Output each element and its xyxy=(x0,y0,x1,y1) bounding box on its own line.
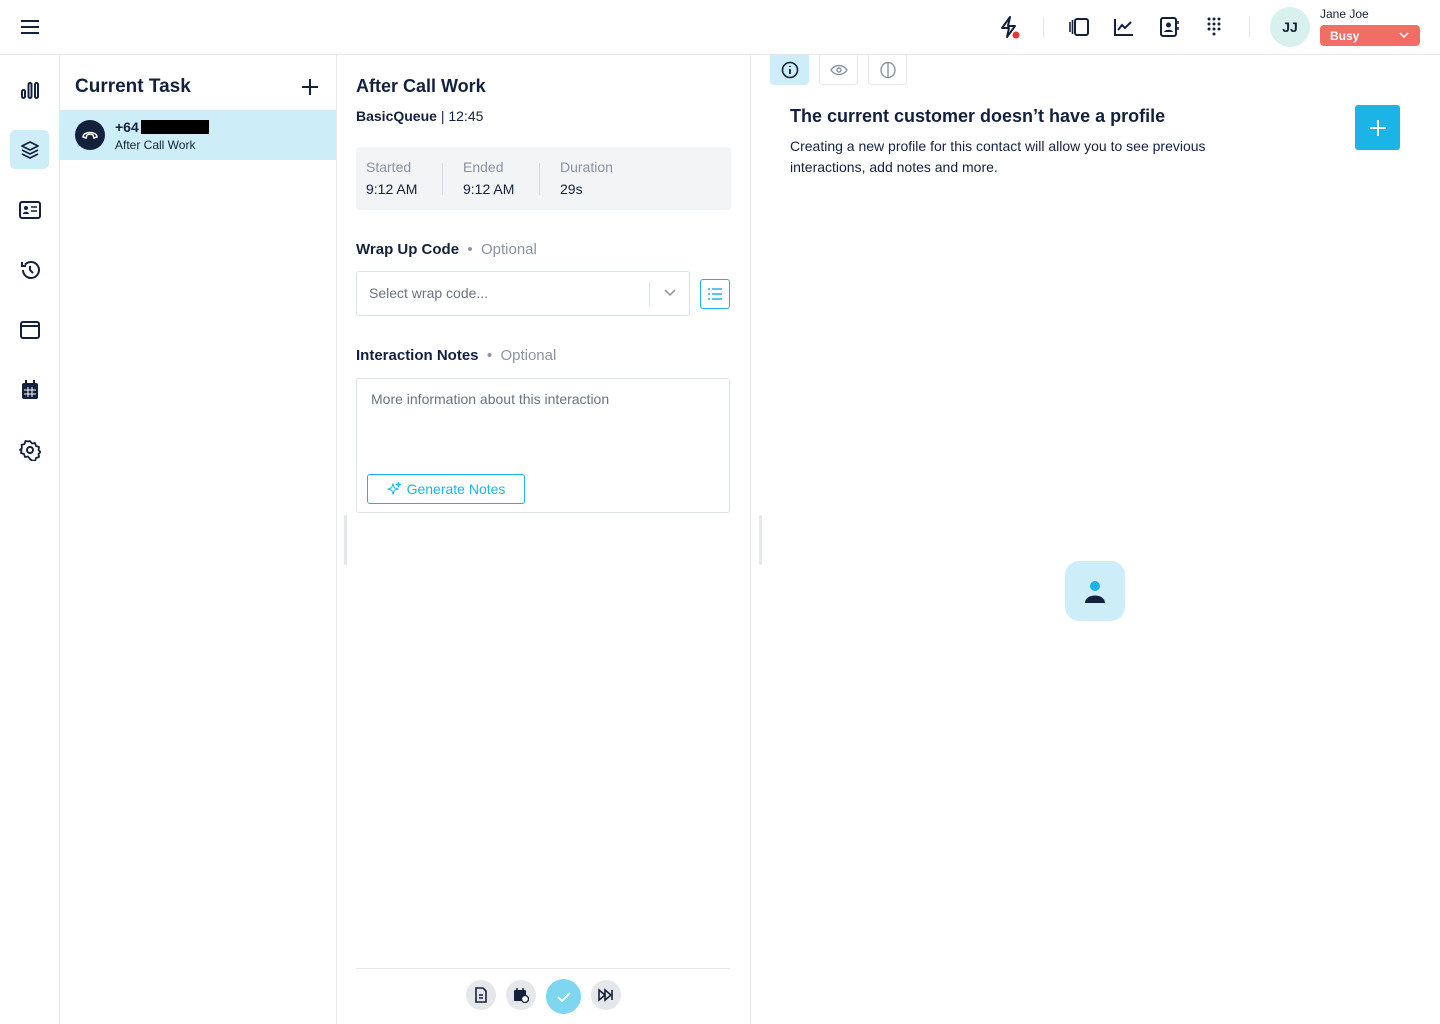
stat-value: 9:12 AM xyxy=(463,181,515,197)
status-dropdown[interactable]: Busy xyxy=(1320,25,1420,46)
complete-button[interactable] xyxy=(546,979,581,1014)
task-item[interactable]: +64 After Call Work xyxy=(60,110,336,160)
wrap-code-select[interactable]: Select wrap code... xyxy=(356,271,690,316)
task-status: After Call Work xyxy=(115,138,196,152)
wrap-code-placeholder: Select wrap code... xyxy=(369,285,489,301)
task-number: +64 xyxy=(115,119,139,135)
list-icon xyxy=(708,288,722,300)
calendar-clock-icon xyxy=(514,988,529,1003)
notes-placeholder: More information about this interaction xyxy=(371,391,610,407)
stat-label: Ended xyxy=(463,159,504,175)
acw-title: After Call Work xyxy=(356,76,486,96)
fast-forward-icon xyxy=(598,988,613,1002)
wrap-code-list-button[interactable] xyxy=(700,279,730,309)
nav-rail xyxy=(0,55,60,1024)
settings-icon[interactable] xyxy=(10,430,49,469)
notes-label: Interaction Notes xyxy=(356,347,479,364)
chevron-down-icon xyxy=(663,288,677,298)
stat-label: Duration xyxy=(560,159,613,175)
plus-icon xyxy=(1369,119,1386,136)
redaction xyxy=(140,120,209,134)
stats-icon[interactable] xyxy=(10,70,49,109)
profile-panel: The current customer doesn’t have a prof… xyxy=(751,55,1440,1024)
create-profile-button[interactable] xyxy=(1355,105,1400,150)
user-name: Jane Joe xyxy=(1320,7,1369,21)
optional-label: Optional xyxy=(500,347,557,364)
dialpad-icon[interactable] xyxy=(1201,14,1227,40)
optional-label: Optional xyxy=(480,241,537,258)
browser-icon[interactable] xyxy=(10,310,49,349)
queue-time: 12:45 xyxy=(448,108,484,124)
lightning-icon[interactable] xyxy=(996,14,1022,40)
tab-view[interactable] xyxy=(819,55,858,85)
top-bar: JJ Jane Joe Busy xyxy=(0,0,1440,55)
generate-notes-button[interactable]: Generate Notes xyxy=(367,474,525,504)
queue-name: BasicQueue xyxy=(356,108,437,124)
panel-title: Current Task xyxy=(75,76,191,97)
contact-card-icon[interactable] xyxy=(10,190,49,229)
eye-icon xyxy=(829,64,848,75)
call-stats: Started 9:12 AM Ended 9:12 AM Duration 29s xyxy=(356,147,731,210)
history-icon[interactable] xyxy=(10,250,49,289)
hangup-phone-icon xyxy=(75,120,105,150)
sparkle-icon xyxy=(386,482,401,496)
status-label: Busy xyxy=(1330,29,1360,43)
resize-handle[interactable] xyxy=(344,515,347,565)
person-placeholder-icon xyxy=(1065,561,1125,621)
check-icon xyxy=(556,991,571,1002)
avatar[interactable]: JJ xyxy=(1270,7,1310,47)
menu-icon[interactable] xyxy=(17,14,43,40)
contact-book-icon[interactable] xyxy=(1156,14,1182,40)
tab-brain[interactable] xyxy=(868,55,907,85)
notes-textarea[interactable]: More information about this interaction … xyxy=(356,378,730,513)
current-task-panel: Current Task +64 After Call Work xyxy=(60,55,337,1024)
document-icon xyxy=(475,987,487,1003)
schedule-button[interactable] xyxy=(506,980,536,1010)
generate-notes-label: Generate Notes xyxy=(406,481,506,497)
add-task-icon[interactable] xyxy=(300,77,320,97)
resize-handle[interactable] xyxy=(759,515,762,565)
no-profile-title: The current customer doesn’t have a prof… xyxy=(790,106,1166,126)
notes-button[interactable] xyxy=(466,980,496,1010)
stat-value: 29s xyxy=(560,181,583,197)
brain-icon xyxy=(879,61,896,78)
calendar-icon[interactable] xyxy=(10,370,49,409)
after-call-work-panel: After Call Work BasicQueue | 12:45 Start… xyxy=(337,55,751,1024)
stat-label: Started xyxy=(366,159,412,175)
wrap-up-label: Wrap Up Code xyxy=(356,241,460,258)
stat-value: 9:12 AM xyxy=(366,181,418,197)
panel-icon[interactable] xyxy=(1066,14,1092,40)
tab-info[interactable] xyxy=(770,55,809,85)
chevron-down-icon xyxy=(1399,32,1409,39)
tasks-icon[interactable] xyxy=(10,130,49,169)
analytics-icon[interactable] xyxy=(1111,14,1137,40)
no-profile-description: Creating a new profile for this contact … xyxy=(790,138,1206,175)
info-icon xyxy=(781,61,798,79)
skip-button[interactable] xyxy=(591,980,621,1010)
